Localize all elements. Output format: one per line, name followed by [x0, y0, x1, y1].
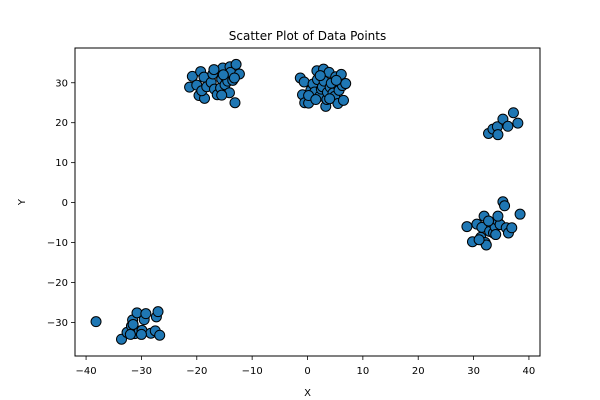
data-point	[229, 97, 241, 109]
x-tick-label: 30	[467, 366, 480, 377]
data-point	[124, 328, 136, 340]
data-point	[154, 329, 166, 341]
data-point	[140, 308, 152, 320]
x-axis-title: X	[304, 388, 311, 399]
data-point	[314, 70, 326, 82]
data-point	[340, 78, 352, 90]
data-point	[499, 200, 511, 212]
y-tick-label: −10	[47, 238, 68, 249]
plot-area-frame	[74, 47, 541, 357]
data-point	[514, 208, 526, 220]
data-point	[461, 221, 473, 233]
data-point	[490, 229, 502, 241]
chart-title: Scatter Plot of Data Points	[229, 29, 386, 43]
data-point	[512, 117, 524, 129]
data-point	[330, 74, 342, 86]
data-point	[492, 210, 504, 222]
x-tick-label: 0	[304, 366, 310, 377]
x-tick-label: 10	[356, 366, 369, 377]
data-point	[507, 107, 519, 119]
data-point	[473, 234, 485, 246]
data-point	[228, 72, 240, 84]
y-axis-ticks: −30 −20 −10 0 10 20 30	[47, 78, 75, 329]
x-tick-label: −40	[76, 366, 97, 377]
y-tick-label: 10	[55, 158, 68, 169]
x-axis-ticks: −40 −30 −20 −10 0 10 20 30 40	[76, 356, 536, 377]
y-tick-label: 30	[55, 78, 68, 89]
data-point	[216, 89, 228, 101]
data-point	[506, 222, 518, 234]
data-point	[186, 70, 198, 82]
data-point	[208, 64, 220, 76]
y-tick-label: −20	[47, 278, 68, 289]
data-point	[324, 93, 336, 105]
data-point	[337, 94, 349, 106]
data-point	[492, 129, 504, 141]
data-point	[298, 76, 310, 88]
y-axis-title: Y	[17, 198, 28, 206]
x-tick-label: −20	[186, 366, 207, 377]
data-point	[90, 316, 102, 328]
data-point	[310, 94, 322, 106]
data-point	[127, 318, 139, 330]
data-point	[230, 58, 242, 70]
y-tick-label: −30	[47, 318, 68, 329]
x-tick-label: −10	[242, 366, 263, 377]
data-point	[135, 328, 147, 340]
x-tick-label: 20	[412, 366, 425, 377]
y-tick-label: 20	[55, 118, 68, 129]
y-tick-label: 0	[62, 198, 68, 209]
x-tick-label: −30	[131, 366, 152, 377]
data-point	[217, 69, 229, 81]
data-point	[152, 306, 164, 318]
data-points	[90, 58, 526, 345]
data-point	[502, 120, 514, 132]
data-point	[483, 215, 495, 227]
x-tick-label: 40	[523, 366, 536, 377]
